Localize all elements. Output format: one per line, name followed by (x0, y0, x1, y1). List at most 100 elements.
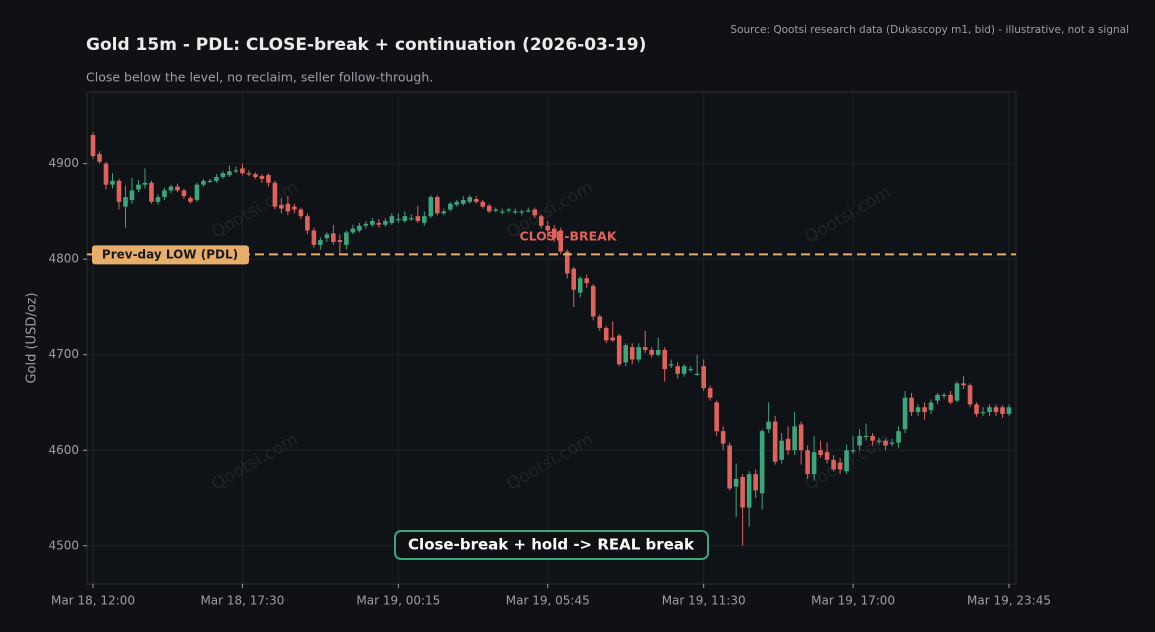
candle-body (987, 407, 992, 413)
candle-body (233, 170, 239, 172)
plot-area (86, 91, 1017, 585)
candle-body (668, 364, 674, 366)
candle-body (954, 383, 960, 401)
candle-body (331, 233, 336, 242)
candle-body (714, 402, 719, 432)
candle-body (746, 474, 752, 508)
candle-body (883, 440, 888, 446)
candle-body (110, 180, 115, 185)
candle-body (155, 197, 161, 202)
candle-body (292, 206, 297, 210)
candle-body (974, 404, 979, 414)
candle-body (324, 234, 330, 239)
candle-body (357, 225, 362, 231)
candle-body (837, 462, 843, 470)
candle-body (227, 171, 232, 176)
candle-body (740, 477, 745, 508)
candle-body (733, 478, 739, 487)
candle-body (285, 203, 291, 212)
candle-body (571, 268, 577, 290)
candle-body (681, 366, 687, 374)
candle-body (279, 204, 284, 209)
candle-body (376, 222, 382, 225)
candle-body (454, 201, 460, 205)
candle-body (980, 412, 986, 414)
candle-body (396, 219, 401, 221)
candle-body (259, 176, 265, 179)
candle-body (409, 218, 414, 220)
y-tick-label: 4600 (48, 443, 79, 457)
candle-body (116, 180, 122, 202)
candle-body (435, 197, 440, 214)
candle-body (538, 216, 544, 226)
candle-body (103, 163, 109, 185)
chart-subtitle: Close below the level, no reclaim, selle… (86, 70, 433, 85)
candle-body (850, 450, 856, 452)
candle-body (655, 349, 661, 355)
candle-body (389, 216, 395, 223)
candle-body (792, 426, 797, 451)
candle-body (318, 240, 323, 245)
candle-body (584, 278, 590, 284)
candle-body (207, 180, 213, 183)
candle-body (188, 198, 193, 202)
candle-body (902, 397, 908, 430)
x-tick-label: Mar 19, 11:30 (662, 594, 746, 608)
candle-body (876, 440, 882, 442)
candle-body (785, 438, 791, 451)
candle-body (194, 184, 200, 200)
candle-body (863, 435, 869, 438)
x-tick-label: Mar 18, 12:00 (51, 594, 135, 608)
candle-body (493, 209, 499, 211)
candles (90, 132, 1012, 546)
candle-body (129, 190, 135, 200)
verdict-box (394, 530, 709, 560)
candle-body (649, 349, 654, 355)
candle-body (779, 440, 784, 460)
candle-body (909, 397, 914, 413)
candle-body (857, 435, 862, 446)
x-tick-label: Mar 19, 05:45 (506, 594, 590, 608)
candle-body (97, 154, 102, 162)
candle-body (337, 240, 343, 242)
candle-body (123, 197, 128, 207)
candle-body (662, 349, 667, 370)
candle-body (636, 347, 642, 360)
candle-body (551, 228, 557, 239)
source-note: Source: Qootsi research data (Dukascopy … (730, 24, 1129, 36)
candle-body (422, 216, 427, 223)
pdl-badge (92, 245, 249, 265)
candle-body (344, 232, 349, 245)
candle-body (993, 407, 999, 413)
y-axis-label: Gold (USD/oz) (25, 292, 40, 383)
candle-body (415, 216, 421, 221)
y-tick-label: 4900 (48, 156, 79, 170)
candle-body (577, 278, 583, 293)
y-tick-label: 4500 (48, 538, 79, 552)
candle-body (961, 383, 966, 386)
candle-body (922, 407, 927, 413)
candle-body (90, 134, 96, 157)
candle-body (688, 369, 693, 371)
candle-body (603, 327, 609, 341)
candle-body (1000, 407, 1005, 414)
candle-body (545, 225, 551, 231)
close-break-annotation: CLOSE-BREAK (519, 229, 617, 244)
x-tick-label: Mar 19, 23:45 (967, 594, 1051, 608)
candle-body (870, 435, 875, 441)
candle-body (896, 431, 901, 443)
candle-body (168, 186, 174, 191)
candle-body (175, 186, 180, 191)
candle-body (707, 388, 713, 398)
candle-body (928, 402, 934, 411)
candle-body (759, 431, 765, 494)
candle-body (441, 211, 447, 214)
candle-body (935, 394, 940, 401)
candle-body (506, 209, 512, 211)
y-tick-label: 4800 (48, 252, 79, 266)
candle-body (967, 385, 973, 405)
candle-body (532, 209, 538, 216)
candle-body (519, 211, 525, 213)
candle-body (253, 174, 258, 178)
